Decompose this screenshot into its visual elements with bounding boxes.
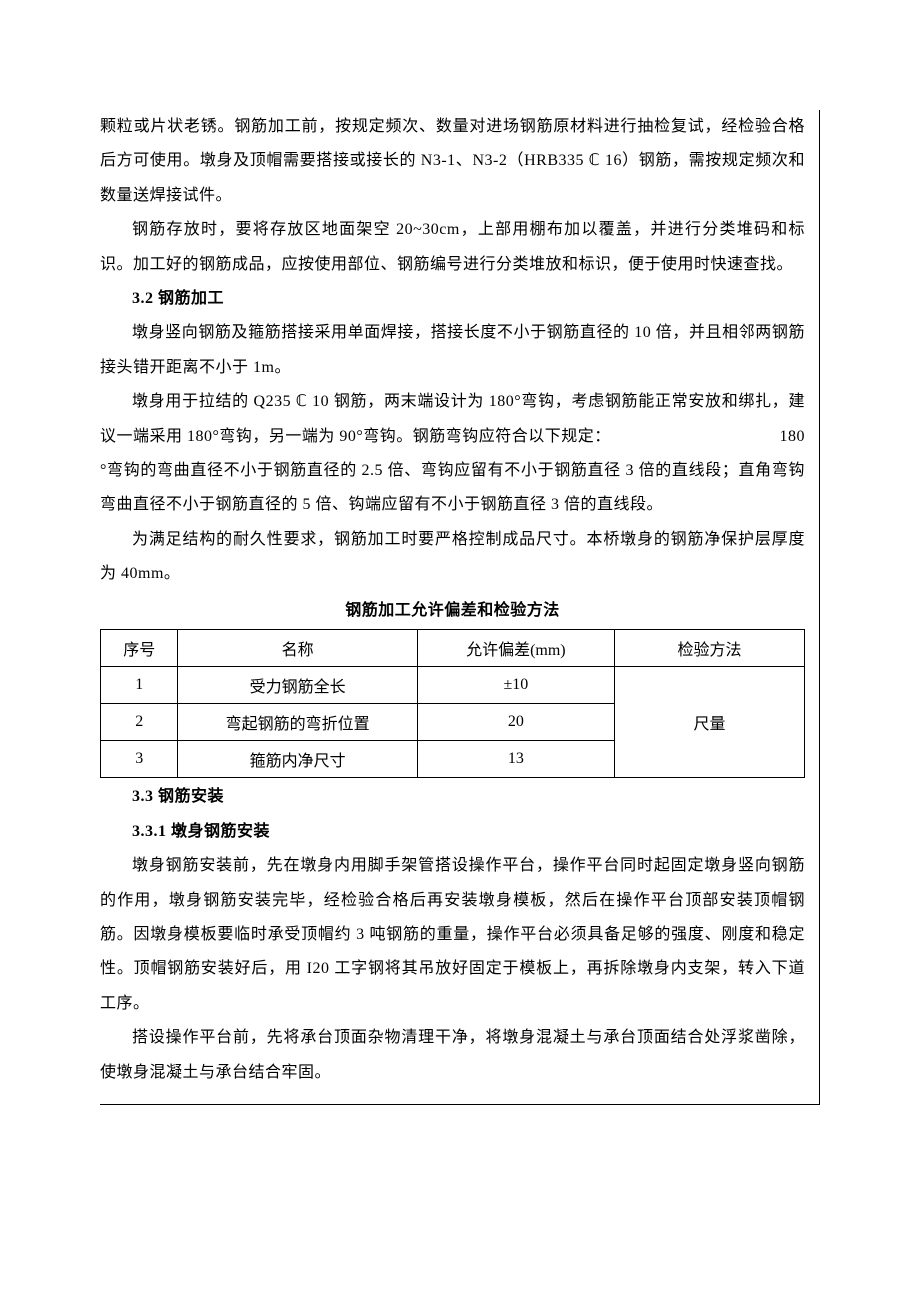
paragraph-3-3-1-b: 搭设操作平台前，先将承台顶面杂物清理干净，将墩身混凝土与承台顶面结合处浮浆凿除，… [100, 1021, 805, 1090]
cell-tol: ±10 [417, 667, 614, 704]
paragraph-3-3-1-a: 墩身钢筋安装前，先在墩身内用脚手架管搭设操作平台，操作平台同时起固定墩身竖向钢筋… [100, 849, 805, 1021]
paragraph-intro-1: 颗粒或片状老锈。钢筋加工前，按规定频次、数量对进场钢筋原材料进行抽检复试，经检验… [100, 110, 805, 213]
cell-tol: 20 [417, 704, 614, 741]
heading-3-2: 3.2 钢筋加工 [100, 282, 805, 316]
cell-name: 箍筋内净尺寸 [178, 741, 417, 778]
paragraph-3-2-d: 为满足结构的耐久性要求，钢筋加工时要严格控制成品尺寸。本桥墩身的钢筋净保护层厚度… [100, 523, 805, 592]
table-row: 1 受力钢筋全长 ±10 尺量 [101, 667, 805, 704]
th-name: 名称 [178, 630, 417, 667]
paragraph-3-2-b: 墩身用于拉结的 Q235 ℂ 10 钢筋，两末端设计为 180°弯钩，考虑钢筋能… [100, 385, 805, 454]
paragraph-3-2-a: 墩身竖向钢筋及箍筋搭接采用单面焊接，搭接长度不小于钢筋直径的 10 倍，并且相邻… [100, 316, 805, 385]
table-title: 钢筋加工允许偏差和检验方法 [100, 595, 805, 627]
paragraph-3-2-b-main: 墩身用于拉结的 Q235 ℂ 10 钢筋，两末端设计为 180°弯钩，考虑钢筋能… [100, 393, 805, 444]
cell-name: 弯起钢筋的弯折位置 [178, 704, 417, 741]
tolerance-table: 序号 名称 允许偏差(mm) 检验方法 1 受力钢筋全长 ±10 尺量 2 弯起… [100, 629, 805, 778]
paragraph-3-2-c: °弯钩的弯曲直径不小于钢筋直径的 2.5 倍、弯钩应留有不小于钢筋直径 3 倍的… [100, 454, 805, 523]
paragraph-intro-2: 钢筋存放时，要将存放区地面架空 20~30cm，上部用棚布加以覆盖，并进行分类堆… [100, 213, 805, 282]
page-content-frame: 颗粒或片状老锈。钢筋加工前，按规定频次、数量对进场钢筋原材料进行抽检复试，经检验… [100, 110, 820, 1105]
paragraph-3-2-b-tail: 180 [780, 420, 806, 454]
cell-num: 2 [101, 704, 178, 741]
th-num: 序号 [101, 630, 178, 667]
cell-num: 1 [101, 667, 178, 704]
th-tol: 允许偏差(mm) [417, 630, 614, 667]
heading-3-3-1: 3.3.1 墩身钢筋安装 [100, 815, 805, 849]
cell-name: 受力钢筋全长 [178, 667, 417, 704]
cell-method: 尺量 [614, 667, 804, 778]
table-row-header: 序号 名称 允许偏差(mm) 检验方法 [101, 630, 805, 667]
th-method: 检验方法 [614, 630, 804, 667]
cell-num: 3 [101, 741, 178, 778]
heading-3-3: 3.3 钢筋安装 [100, 780, 805, 814]
cell-tol: 13 [417, 741, 614, 778]
